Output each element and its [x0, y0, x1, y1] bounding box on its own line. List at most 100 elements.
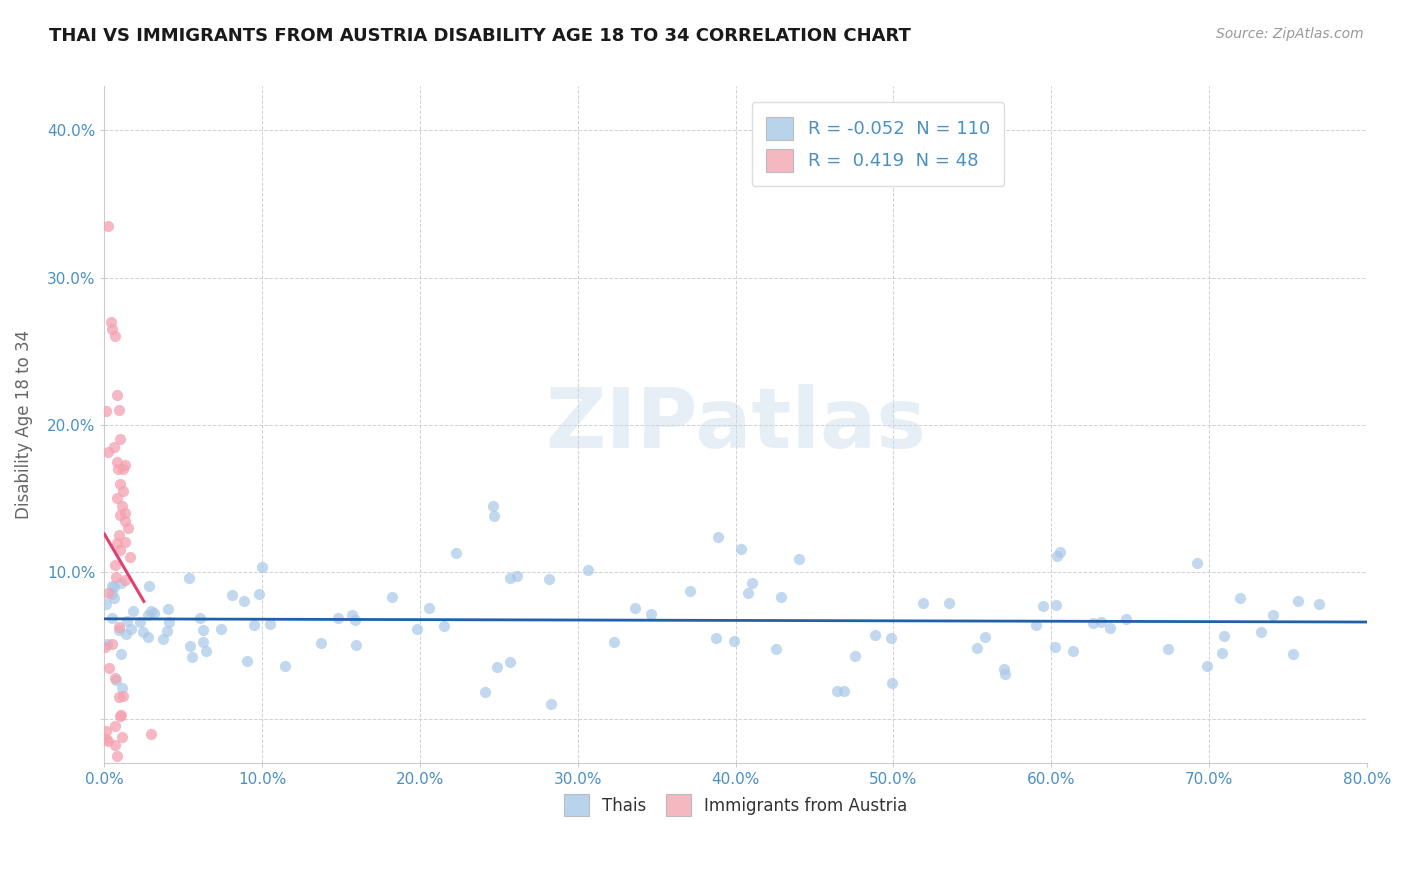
Point: [765, 641, 787, 656]
Point: [107, 462, 129, 476]
Point: [108, 620, 131, 634]
Point: [114, 574, 136, 588]
Point: [105, 388, 128, 402]
Point: [117, 521, 139, 535]
Text: THAI VS IMMIGRANTS FROM AUSTRIA DISABILITY AGE 18 TO 34 CORRELATION CHART: THAI VS IMMIGRANTS FROM AUSTRIA DISABILI…: [49, 27, 911, 45]
Point: [114, 506, 136, 520]
Point: [707, 530, 730, 544]
Point: [101, 579, 124, 593]
Point: [101, 322, 124, 336]
Point: [179, 640, 201, 654]
Point: [104, 739, 127, 753]
Point: [157, 615, 180, 629]
Text: Source: ZipAtlas.com: Source: ZipAtlas.com: [1216, 27, 1364, 41]
Point: [1308, 597, 1330, 611]
Point: [115, 614, 138, 628]
Point: [730, 542, 752, 557]
Point: [101, 587, 124, 601]
Point: [104, 558, 127, 573]
Point: [576, 563, 599, 577]
Point: [1045, 599, 1067, 613]
Point: [177, 571, 200, 585]
Point: [94, 731, 117, 746]
Point: [94, 598, 117, 612]
Point: [966, 640, 988, 655]
Point: [603, 634, 626, 648]
Point: [110, 707, 132, 722]
Point: [97, 445, 120, 459]
Point: [1025, 618, 1047, 632]
Point: [911, 596, 934, 610]
Point: [104, 719, 127, 733]
Point: [1032, 599, 1054, 613]
Point: [381, 591, 404, 605]
Point: [485, 660, 508, 674]
Point: [1043, 640, 1066, 654]
Point: [110, 576, 132, 591]
Point: [993, 666, 1015, 681]
Point: [328, 611, 350, 625]
Point: [1046, 549, 1069, 563]
Point: [481, 499, 503, 513]
Point: [103, 580, 125, 594]
Point: [139, 604, 162, 618]
Point: [1115, 612, 1137, 626]
Point: [418, 601, 440, 615]
Point: [110, 648, 132, 662]
Text: ZIPatlas: ZIPatlas: [546, 384, 927, 466]
Point: [104, 673, 127, 687]
Point: [787, 552, 810, 566]
Point: [105, 536, 128, 550]
Point: [111, 730, 134, 744]
Point: [193, 634, 215, 648]
Point: [108, 624, 131, 638]
Point: [993, 662, 1015, 676]
Point: [221, 588, 243, 602]
Point: [679, 584, 702, 599]
Point: [114, 535, 136, 549]
Point: [243, 618, 266, 632]
Point: [111, 499, 134, 513]
Point: [114, 458, 136, 472]
Point: [108, 709, 131, 723]
Point: [259, 616, 281, 631]
Point: [105, 454, 128, 468]
Point: [112, 483, 135, 498]
Point: [97, 660, 120, 674]
Point: [180, 649, 202, 664]
Point: [118, 550, 141, 565]
Point: [346, 638, 368, 652]
Point: [1195, 658, 1218, 673]
Point: [104, 570, 127, 584]
Point: [96, 723, 118, 738]
Point: [97, 219, 120, 234]
Point: [122, 604, 145, 618]
Point: [723, 634, 745, 648]
Point: [769, 590, 792, 604]
Point: [1157, 642, 1180, 657]
Point: [1250, 625, 1272, 640]
Point: [120, 622, 142, 636]
Point: [191, 623, 214, 637]
Point: [96, 637, 118, 651]
Point: [1098, 621, 1121, 635]
Point: [110, 681, 132, 696]
Point: [704, 631, 727, 645]
Point: [273, 659, 295, 673]
Point: [115, 626, 138, 640]
Point: [114, 514, 136, 528]
Point: [433, 619, 456, 633]
Point: [832, 684, 855, 698]
Point: [101, 637, 124, 651]
Point: [482, 509, 505, 524]
Point: [107, 528, 129, 542]
Point: [506, 568, 529, 582]
Point: [152, 632, 174, 646]
Point: [136, 608, 159, 623]
Point: [1229, 591, 1251, 606]
Point: [825, 684, 848, 698]
Point: [94, 404, 117, 418]
Point: [143, 606, 166, 620]
Point: [132, 625, 155, 640]
Point: [112, 462, 135, 476]
